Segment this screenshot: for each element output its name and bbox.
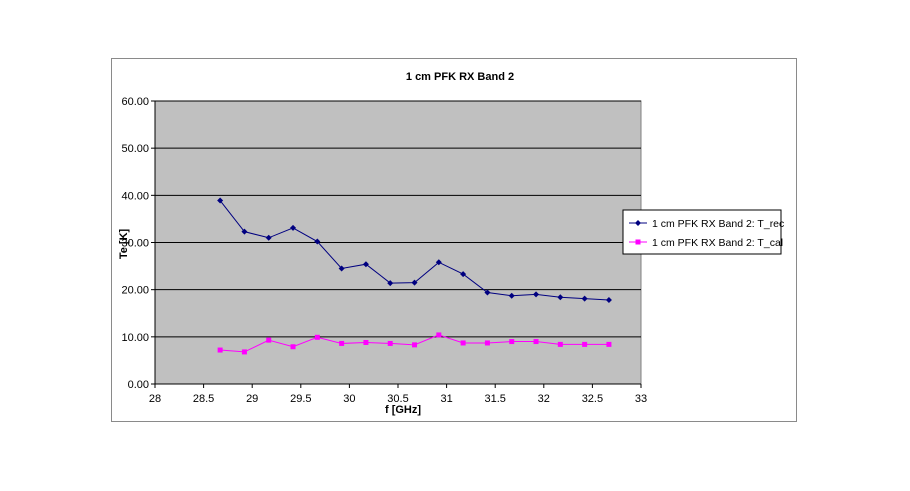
x-tick-label: 28: [149, 393, 161, 405]
chart-svg: 1 cm PFK RX Band 2 0.00 10.00 20.00 30.00 40…: [118, 71, 784, 416]
data-point: [484, 340, 490, 346]
data-point: [241, 349, 247, 355]
data-point: [509, 339, 515, 345]
data-point: [436, 332, 442, 338]
data-point: [557, 341, 563, 347]
y-tick-label: 40.00: [121, 190, 149, 202]
x-tick-label: 30.5: [387, 393, 408, 405]
data-point: [314, 334, 320, 340]
y-tick-label: 10.00: [121, 332, 149, 344]
y-tick-label: 50.00: [121, 143, 149, 155]
data-point: [412, 342, 418, 348]
series-2: [217, 332, 612, 355]
x-tick-label: 29.5: [290, 393, 311, 405]
data-point: [266, 337, 272, 343]
data-point: [435, 259, 442, 266]
x-tick-label: 32.5: [582, 393, 603, 405]
y-tick-labels: 0.00 10.00 20.00 30.00 40.00 50.00 60.00: [121, 96, 149, 391]
series-layer: [217, 197, 612, 355]
data-point: [290, 224, 297, 231]
data-point: [533, 291, 540, 298]
legend-marker: [635, 239, 641, 245]
data-point: [338, 265, 345, 272]
data-point: [605, 297, 612, 304]
series-1: [217, 197, 612, 304]
x-tick-label: 30: [343, 393, 355, 405]
y-tick-label: 60.00: [121, 96, 149, 108]
data-point: [508, 292, 515, 299]
chart-area: 1 cm PFK RX Band 2 0.00 10.00 20.00 30.00 40…: [111, 58, 797, 422]
x-tick-label: 31.5: [484, 393, 505, 405]
y-tick-label: 30.00: [121, 238, 149, 250]
data-point: [217, 347, 223, 353]
data-point: [217, 197, 224, 204]
data-point: [363, 339, 369, 345]
data-point: [362, 261, 369, 268]
data-point: [606, 341, 612, 347]
x-tick-label: 33: [635, 393, 647, 405]
data-point: [460, 340, 466, 346]
legend: 1 cm PFK RX Band 2: T_rec 1 cm PFK RX Ban…: [622, 209, 784, 255]
data-point: [460, 271, 467, 278]
data-point: [387, 340, 393, 346]
y-axis-title: Te [K]: [118, 228, 130, 259]
legend-entry-label: 1 cm PFK RX Band 2: T_rec: [652, 218, 784, 230]
legend-marker: [635, 220, 641, 226]
data-point: [387, 280, 394, 287]
data-point: [265, 234, 272, 241]
y-tick-label: 0.00: [128, 379, 149, 391]
x-tick-label: 32: [538, 393, 550, 405]
legend-box: [622, 209, 782, 255]
x-tick-label: 31: [440, 393, 452, 405]
axes: [154, 101, 641, 385]
legend-entry-label: 1 cm PFK RX Band 2: T_cal: [652, 237, 783, 249]
data-point: [581, 295, 588, 302]
x-tick-labels: 28 28.5 29 29.5 30 30.5 31 31.5 32 32.5 33: [149, 393, 647, 405]
data-point: [582, 341, 588, 347]
x-axis-title: f [GHz]: [385, 404, 421, 416]
x-tick-label: 29: [246, 393, 258, 405]
data-point: [241, 228, 248, 235]
x-tick-label: 28.5: [193, 393, 214, 405]
data-point: [290, 344, 296, 350]
data-point: [339, 340, 345, 346]
chart-title: 1 cm PFK RX Band 2: [406, 71, 514, 83]
gridlines: [151, 100, 642, 388]
y-tick-label: 20.00: [121, 285, 149, 297]
data-point: [411, 279, 418, 286]
data-point: [533, 339, 539, 345]
data-point: [557, 294, 564, 301]
data-point: [314, 238, 321, 245]
data-point: [484, 289, 491, 296]
